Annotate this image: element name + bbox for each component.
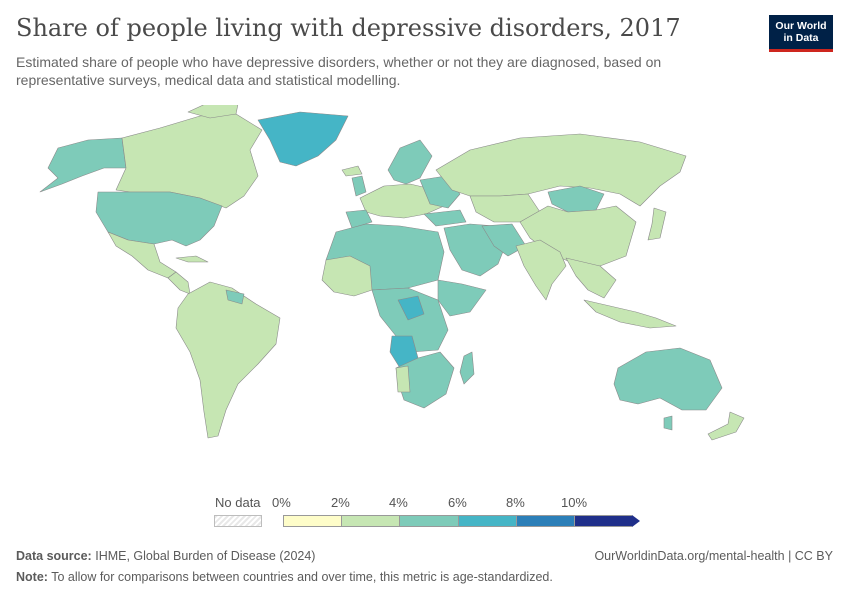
chart-title: Share of people living with depressive d… — [16, 14, 681, 42]
source-label: Data source: — [16, 549, 92, 563]
color-legend: No data 0% 2% 4% 6% 8% 10% — [0, 495, 850, 535]
turkey-region[interactable] — [423, 209, 467, 227]
legend-swatch-0-2[interactable] — [283, 515, 341, 527]
south-america-region[interactable] — [175, 281, 281, 439]
southeast-asia-region[interactable] — [565, 257, 617, 299]
india-region[interactable] — [515, 239, 567, 301]
legend-tick-0: 0% — [272, 495, 291, 510]
legend-swatch-10-plus[interactable] — [574, 515, 632, 527]
guiana-region[interactable] — [225, 289, 245, 305]
central-africa-region[interactable] — [371, 287, 449, 353]
namibia-region[interactable] — [395, 365, 411, 393]
central-america-region[interactable] — [167, 271, 191, 295]
chart-subtitle: Estimated share of people who have depre… — [16, 54, 662, 88]
madagascar-region[interactable] — [459, 351, 475, 385]
logo-line-2: in Data — [783, 32, 819, 44]
legend-swatch-2-4[interactable] — [341, 515, 399, 527]
legend-swatch-6-8[interactable] — [458, 515, 516, 527]
cuba-region[interactable] — [175, 255, 209, 263]
new-zealand-region[interactable] — [707, 411, 745, 441]
scandinavia-region[interactable] — [387, 139, 433, 185]
legend-arrow-icon — [632, 515, 640, 527]
uk-region[interactable] — [351, 175, 367, 197]
canada-arctic-islands[interactable] — [187, 105, 239, 119]
legend-nodata-swatch[interactable] — [214, 515, 262, 527]
legend-tick-2: 2% — [331, 495, 350, 510]
note-line: Note: To allow for comparisons between c… — [16, 570, 553, 584]
mongolia-region[interactable] — [547, 185, 605, 213]
greenland-region[interactable] — [257, 111, 349, 167]
source-text[interactable]: IHME, Global Burden of Disease (2024) — [95, 549, 316, 563]
western-europe-region[interactable] — [359, 183, 445, 219]
logo-line-1: Our World — [775, 20, 827, 32]
note-label: Note: — [16, 570, 48, 584]
legend-swatch-8-10[interactable] — [516, 515, 574, 527]
legend-tick-8: 8% — [506, 495, 525, 510]
legend-tick-6: 6% — [448, 495, 467, 510]
iberia-region[interactable] — [345, 209, 373, 229]
legend-nodata-label: No data — [215, 495, 261, 510]
source-line: Data source: IHME, Global Burden of Dise… — [16, 549, 315, 563]
drc-region[interactable] — [397, 295, 425, 321]
iceland-region[interactable] — [341, 165, 363, 177]
iran-region[interactable] — [481, 223, 527, 257]
australia-region[interactable] — [613, 347, 723, 411]
world-map[interactable] — [0, 105, 850, 450]
horn-of-africa-region[interactable] — [437, 279, 487, 317]
tasmania-region[interactable] — [663, 415, 673, 431]
alaska-region[interactable] — [39, 137, 127, 193]
west-africa-region[interactable] — [321, 255, 373, 297]
footer-url[interactable]: OurWorldinData.org/mental-health | CC BY — [594, 549, 833, 563]
legend-swatch-4-6[interactable] — [399, 515, 458, 527]
indonesia-region[interactable] — [583, 299, 677, 329]
note-text: To allow for comparisons between countri… — [51, 570, 553, 584]
owid-logo[interactable]: Our World in Data — [769, 15, 833, 52]
legend-tick-4: 4% — [389, 495, 408, 510]
legend-tick-10: 10% — [561, 495, 588, 510]
japan-region[interactable] — [647, 207, 667, 241]
